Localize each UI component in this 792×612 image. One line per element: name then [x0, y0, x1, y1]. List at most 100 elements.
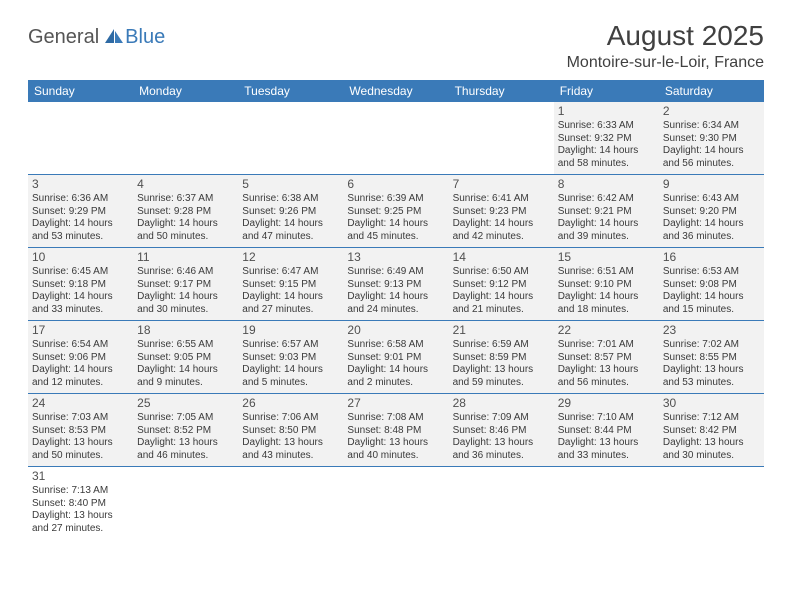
sunrise-text: Sunrise: 6:51 AM: [558, 266, 655, 279]
daylight-text: Daylight: 13 hours: [558, 437, 655, 450]
sunset-text: Sunset: 8:42 PM: [663, 425, 760, 438]
calendar-week: 24Sunrise: 7:03 AMSunset: 8:53 PMDayligh…: [28, 394, 764, 467]
calendar-day-cell: 19Sunrise: 6:57 AMSunset: 9:03 PMDayligh…: [238, 321, 343, 394]
calendar-day-cell: 3Sunrise: 6:36 AMSunset: 9:29 PMDaylight…: [28, 175, 133, 248]
daylight-text: and 36 minutes.: [453, 450, 550, 463]
day-number: 5: [242, 177, 339, 192]
calendar-header-row: SundayMondayTuesdayWednesdayThursdayFrid…: [28, 80, 764, 102]
day-number: 23: [663, 323, 760, 338]
logo-text-blue: Blue: [125, 26, 165, 49]
calendar-day-cell: 12Sunrise: 6:47 AMSunset: 9:15 PMDayligh…: [238, 248, 343, 321]
day-header: Thursday: [449, 80, 554, 102]
daylight-text: and 9 minutes.: [137, 377, 234, 390]
day-number: 11: [137, 250, 234, 265]
sunset-text: Sunset: 8:48 PM: [347, 425, 444, 438]
sunrise-text: Sunrise: 6:34 AM: [663, 120, 760, 133]
daylight-text: Daylight: 14 hours: [137, 218, 234, 231]
daylight-text: Daylight: 13 hours: [32, 437, 129, 450]
daylight-text: and 45 minutes.: [347, 231, 444, 244]
sunrise-text: Sunrise: 7:10 AM: [558, 412, 655, 425]
sunset-text: Sunset: 8:40 PM: [32, 498, 129, 511]
calendar-day-cell: 6Sunrise: 6:39 AMSunset: 9:25 PMDaylight…: [343, 175, 448, 248]
day-number: 26: [242, 396, 339, 411]
sail-icon: [103, 27, 125, 50]
sunset-text: Sunset: 9:23 PM: [453, 206, 550, 219]
sunrise-text: Sunrise: 6:39 AM: [347, 193, 444, 206]
daylight-text: and 58 minutes.: [558, 158, 655, 171]
calendar-day-cell: 9Sunrise: 6:43 AMSunset: 9:20 PMDaylight…: [659, 175, 764, 248]
daylight-text: and 12 minutes.: [32, 377, 129, 390]
calendar-day-cell: 10Sunrise: 6:45 AMSunset: 9:18 PMDayligh…: [28, 248, 133, 321]
calendar-day-cell: 13Sunrise: 6:49 AMSunset: 9:13 PMDayligh…: [343, 248, 448, 321]
sunset-text: Sunset: 9:18 PM: [32, 279, 129, 292]
daylight-text: and 56 minutes.: [663, 158, 760, 171]
calendar-week: 1Sunrise: 6:33 AMSunset: 9:32 PMDaylight…: [28, 102, 764, 175]
day-number: 17: [32, 323, 129, 338]
calendar-table: SundayMondayTuesdayWednesdayThursdayFrid…: [28, 80, 764, 539]
sunset-text: Sunset: 9:26 PM: [242, 206, 339, 219]
title-block: August 2025 Montoire-sur-le-Loir, France: [567, 20, 764, 72]
sunset-text: Sunset: 9:30 PM: [663, 133, 760, 146]
calendar-day-cell: 27Sunrise: 7:08 AMSunset: 8:48 PMDayligh…: [343, 394, 448, 467]
logo: General Blue: [28, 26, 165, 49]
sunset-text: Sunset: 9:29 PM: [32, 206, 129, 219]
sunrise-text: Sunrise: 6:57 AM: [242, 339, 339, 352]
calendar-day-cell: 7Sunrise: 6:41 AMSunset: 9:23 PMDaylight…: [449, 175, 554, 248]
sunset-text: Sunset: 9:28 PM: [137, 206, 234, 219]
daylight-text: and 50 minutes.: [32, 450, 129, 463]
day-number: 28: [453, 396, 550, 411]
day-header: Tuesday: [238, 80, 343, 102]
daylight-text: Daylight: 14 hours: [242, 364, 339, 377]
day-header: Monday: [133, 80, 238, 102]
daylight-text: Daylight: 14 hours: [137, 364, 234, 377]
calendar-day-cell: 26Sunrise: 7:06 AMSunset: 8:50 PMDayligh…: [238, 394, 343, 467]
daylight-text: Daylight: 13 hours: [347, 437, 444, 450]
sunrise-text: Sunrise: 6:49 AM: [347, 266, 444, 279]
daylight-text: Daylight: 14 hours: [347, 291, 444, 304]
daylight-text: Daylight: 14 hours: [347, 218, 444, 231]
sunset-text: Sunset: 9:08 PM: [663, 279, 760, 292]
day-number: 22: [558, 323, 655, 338]
sunrise-text: Sunrise: 6:42 AM: [558, 193, 655, 206]
sunset-text: Sunset: 9:32 PM: [558, 133, 655, 146]
calendar-day-cell: 22Sunrise: 7:01 AMSunset: 8:57 PMDayligh…: [554, 321, 659, 394]
daylight-text: Daylight: 14 hours: [242, 291, 339, 304]
daylight-text: Daylight: 13 hours: [663, 437, 760, 450]
daylight-text: Daylight: 13 hours: [453, 437, 550, 450]
sunrise-text: Sunrise: 7:02 AM: [663, 339, 760, 352]
calendar-day-cell: 16Sunrise: 6:53 AMSunset: 9:08 PMDayligh…: [659, 248, 764, 321]
calendar-day-cell: [133, 102, 238, 175]
sunset-text: Sunset: 9:21 PM: [558, 206, 655, 219]
day-header: Saturday: [659, 80, 764, 102]
calendar-day-cell: [133, 467, 238, 540]
day-number: 19: [242, 323, 339, 338]
calendar-day-cell: 31Sunrise: 7:13 AMSunset: 8:40 PMDayligh…: [28, 467, 133, 540]
sunset-text: Sunset: 9:01 PM: [347, 352, 444, 365]
calendar-body: 1Sunrise: 6:33 AMSunset: 9:32 PMDaylight…: [28, 102, 764, 539]
daylight-text: Daylight: 13 hours: [242, 437, 339, 450]
daylight-text: Daylight: 14 hours: [663, 145, 760, 158]
calendar-day-cell: 11Sunrise: 6:46 AMSunset: 9:17 PMDayligh…: [133, 248, 238, 321]
calendar-day-cell: 18Sunrise: 6:55 AMSunset: 9:05 PMDayligh…: [133, 321, 238, 394]
sunrise-text: Sunrise: 7:01 AM: [558, 339, 655, 352]
daylight-text: and 47 minutes.: [242, 231, 339, 244]
daylight-text: Daylight: 14 hours: [453, 291, 550, 304]
calendar-day-cell: 8Sunrise: 6:42 AMSunset: 9:21 PMDaylight…: [554, 175, 659, 248]
sunset-text: Sunset: 9:13 PM: [347, 279, 444, 292]
daylight-text: Daylight: 14 hours: [32, 218, 129, 231]
day-number: 10: [32, 250, 129, 265]
sunrise-text: Sunrise: 6:53 AM: [663, 266, 760, 279]
sunset-text: Sunset: 8:59 PM: [453, 352, 550, 365]
sunrise-text: Sunrise: 6:43 AM: [663, 193, 760, 206]
sunrise-text: Sunrise: 7:09 AM: [453, 412, 550, 425]
calendar-day-cell: 17Sunrise: 6:54 AMSunset: 9:06 PMDayligh…: [28, 321, 133, 394]
daylight-text: and 5 minutes.: [242, 377, 339, 390]
day-number: 9: [663, 177, 760, 192]
sunrise-text: Sunrise: 6:38 AM: [242, 193, 339, 206]
daylight-text: Daylight: 14 hours: [32, 364, 129, 377]
sunset-text: Sunset: 9:20 PM: [663, 206, 760, 219]
day-number: 25: [137, 396, 234, 411]
calendar-day-cell: [554, 467, 659, 540]
sunrise-text: Sunrise: 6:41 AM: [453, 193, 550, 206]
daylight-text: and 53 minutes.: [32, 231, 129, 244]
